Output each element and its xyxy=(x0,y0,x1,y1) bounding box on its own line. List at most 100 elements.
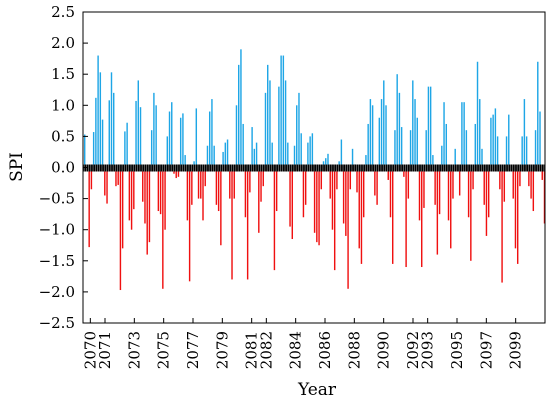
bar xyxy=(213,145,215,168)
bar xyxy=(316,167,318,243)
bar xyxy=(133,167,135,210)
bar xyxy=(452,167,454,199)
bar xyxy=(539,111,541,168)
bar xyxy=(222,151,224,168)
bar xyxy=(322,161,325,168)
bar xyxy=(119,167,122,291)
x-tick-label: 2088 xyxy=(345,331,363,369)
bar xyxy=(454,148,456,168)
bar xyxy=(150,130,153,168)
bar xyxy=(490,117,492,168)
bar xyxy=(130,167,133,230)
bar xyxy=(144,167,146,224)
bar xyxy=(405,167,407,268)
y-tick-label: 0.0 xyxy=(51,159,75,177)
bar xyxy=(179,117,182,168)
bar xyxy=(108,100,110,168)
x-tick-label: 2090 xyxy=(375,331,393,369)
bar xyxy=(537,61,539,168)
bar xyxy=(494,108,497,168)
bar xyxy=(523,99,526,168)
bar xyxy=(474,123,477,168)
bar xyxy=(485,167,488,236)
bar xyxy=(360,167,363,264)
bar xyxy=(124,131,126,168)
bar xyxy=(434,167,436,205)
bar xyxy=(255,142,258,168)
bar xyxy=(293,145,296,168)
bar xyxy=(389,167,392,218)
y-axis-title: SPI xyxy=(7,152,27,182)
x-tick-label: 2081 xyxy=(243,331,261,369)
bar xyxy=(385,105,387,168)
bar xyxy=(249,167,251,193)
y-tick-label: −2.5 xyxy=(39,314,75,332)
bar xyxy=(110,72,113,168)
bar xyxy=(376,167,378,205)
bar xyxy=(101,119,104,168)
bar xyxy=(461,102,463,168)
bar xyxy=(251,127,253,168)
bar xyxy=(329,167,331,199)
bar xyxy=(164,167,166,230)
bar xyxy=(514,167,517,249)
bar xyxy=(298,92,300,168)
bar xyxy=(99,72,102,168)
bar xyxy=(240,49,242,168)
bar xyxy=(159,167,162,215)
x-tick-label: 2084 xyxy=(287,331,305,369)
bar xyxy=(418,167,421,221)
bar xyxy=(543,167,546,224)
bar xyxy=(269,80,271,168)
bar xyxy=(396,74,398,168)
bar xyxy=(505,136,508,168)
bar xyxy=(541,167,543,180)
bar xyxy=(113,92,115,168)
bar xyxy=(325,158,327,168)
bar xyxy=(215,167,218,205)
bar xyxy=(142,167,144,202)
bar xyxy=(333,167,336,271)
bar xyxy=(365,155,367,168)
bar xyxy=(394,130,396,168)
bar xyxy=(534,130,537,168)
bar xyxy=(95,97,97,168)
y-tick-label: 1.0 xyxy=(51,96,75,114)
bar xyxy=(519,167,521,187)
bar xyxy=(88,167,90,248)
bar xyxy=(90,167,93,190)
bar xyxy=(300,133,302,168)
bar xyxy=(438,167,441,215)
bar xyxy=(532,167,535,212)
bar xyxy=(235,105,238,168)
bar xyxy=(465,130,468,168)
bar xyxy=(238,64,240,168)
bar xyxy=(200,167,202,199)
y-tick-labels: 2.5 2.0 1.5 1.0 0.5 0.0 −0.5 −1.0 −1.5 −2.0 −2.5 xyxy=(39,3,75,332)
bar xyxy=(487,167,490,218)
y-tick-label: 2.5 xyxy=(51,3,75,21)
bar xyxy=(429,86,432,168)
bar xyxy=(331,167,334,230)
bar xyxy=(195,108,198,168)
bar xyxy=(443,102,445,168)
bar xyxy=(282,55,285,168)
y-tick-label: −0.5 xyxy=(39,190,75,208)
y-tick-label: 0.5 xyxy=(51,127,75,145)
bar xyxy=(291,167,293,240)
bar xyxy=(441,145,443,168)
bar xyxy=(400,127,403,168)
bar xyxy=(338,161,340,168)
bar xyxy=(470,167,472,261)
bar xyxy=(191,167,193,205)
x-tick-label: 2073 xyxy=(125,331,143,369)
bar xyxy=(476,61,479,168)
bar xyxy=(137,80,139,168)
bar xyxy=(427,86,430,168)
bar xyxy=(320,167,323,190)
bar xyxy=(407,167,410,199)
bar xyxy=(106,167,108,204)
bar xyxy=(92,132,95,168)
bar xyxy=(530,167,532,199)
